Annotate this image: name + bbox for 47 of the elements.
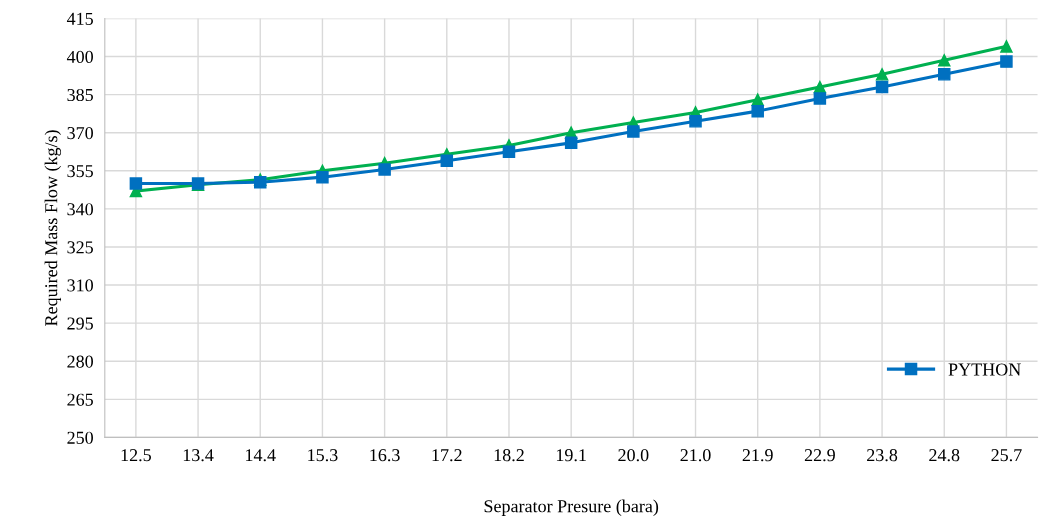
y-tick-label: 385 <box>67 88 93 102</box>
x-tick-label: 13.4 <box>183 449 214 462</box>
point <box>875 80 889 94</box>
point <box>751 104 764 118</box>
y-tick-label: 415 <box>66 12 93 25</box>
y-tick-label: 325 <box>67 241 93 254</box>
point <box>937 54 951 67</box>
y-tick-label: 250 <box>67 431 93 444</box>
x-tick-label: 17.2 <box>432 449 462 462</box>
y-tick-label: 265 <box>67 393 93 406</box>
x-tick-label: 25.7 <box>991 449 1022 462</box>
x-tick-label: 21.9 <box>742 449 773 462</box>
point <box>937 68 951 81</box>
point <box>875 68 889 81</box>
x-tick-label: 15.3 <box>308 449 338 462</box>
point <box>502 145 516 159</box>
y-axis-title: Required Mass Flow (kg/s) <box>44 130 62 326</box>
x-tick-label: 24.8 <box>929 449 960 462</box>
point <box>316 170 329 184</box>
x-tick-label: 12.5 <box>121 449 151 462</box>
x-tick-label: 22.9 <box>804 449 835 462</box>
point <box>751 93 764 106</box>
x-tick-label: 21.0 <box>680 449 711 462</box>
x-axis-title: Separator Presure (bara) <box>484 499 659 516</box>
point <box>129 177 143 190</box>
point <box>440 154 454 167</box>
x-tick-label: 14.4 <box>246 449 276 462</box>
point <box>564 136 578 150</box>
x-tick-label: 19.1 <box>556 449 586 462</box>
y-tick-label: 400 <box>66 50 93 63</box>
y-tick-label: 295 <box>67 317 93 330</box>
y-tick-label: 355 <box>67 165 93 178</box>
point <box>1000 55 1013 68</box>
point <box>378 163 391 176</box>
x-tick-label: 20.0 <box>618 449 649 462</box>
x-tick-label: 23.8 <box>867 449 898 462</box>
x-tick-label: 18.2 <box>494 449 524 462</box>
y-tick-label: 310 <box>67 279 93 292</box>
y-tick-label: 340 <box>67 203 93 216</box>
point <box>689 115 702 128</box>
legend-label: PYTHON <box>948 363 1021 376</box>
y-tick-label: 280 <box>67 355 93 368</box>
point <box>813 92 827 105</box>
x-tick-label: 16.3 <box>370 449 400 462</box>
point <box>1000 40 1013 53</box>
point <box>627 125 640 138</box>
y-tick-label: 370 <box>67 126 93 140</box>
